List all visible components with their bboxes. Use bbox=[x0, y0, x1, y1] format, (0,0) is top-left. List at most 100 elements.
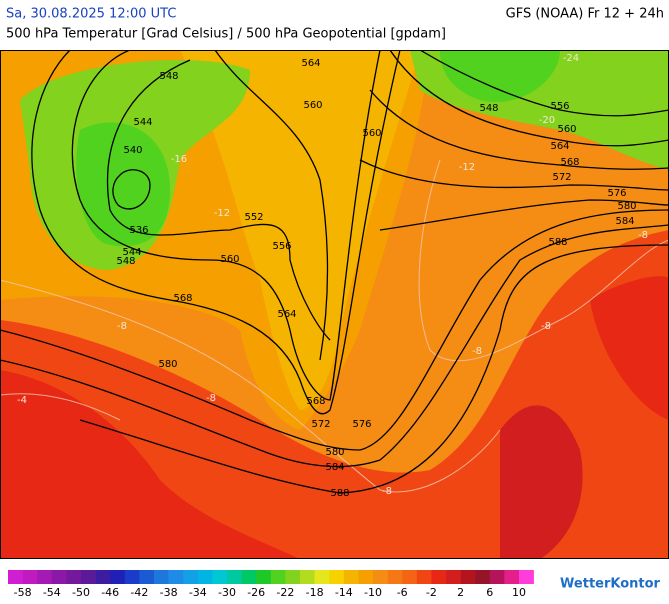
legend-swatch bbox=[124, 570, 140, 584]
geopotential-label: 564 bbox=[301, 58, 320, 69]
legend-swatch bbox=[183, 570, 199, 584]
warm-southeast bbox=[500, 405, 583, 559]
model: GFS (NOAA) Fr 12 + 24h bbox=[506, 7, 664, 22]
temperature-label: -8 bbox=[472, 346, 482, 357]
contour bbox=[0, 209, 669, 451]
legend-swatch bbox=[285, 570, 301, 584]
geopotential-label: 572 bbox=[552, 172, 571, 183]
legend-swatch bbox=[51, 570, 67, 584]
geopotential-label: 584 bbox=[325, 462, 344, 473]
legend-label: -38 bbox=[160, 586, 178, 599]
legend-swatch bbox=[504, 570, 520, 584]
legend-swatch bbox=[358, 570, 374, 584]
cold-core bbox=[76, 122, 170, 247]
temperature-label: -8 bbox=[117, 321, 127, 332]
geopotential-label: 568 bbox=[560, 157, 579, 168]
legend-swatch bbox=[154, 570, 169, 584]
geopotential-label: 580 bbox=[617, 201, 636, 212]
legend-swatch bbox=[95, 570, 111, 584]
contour bbox=[112, 169, 151, 210]
legend-swatch bbox=[197, 570, 213, 584]
contour bbox=[71, 50, 381, 401]
isotherm bbox=[418, 159, 669, 362]
legend-label: -18 bbox=[306, 586, 324, 599]
temperature-label: -12 bbox=[214, 208, 230, 219]
warm-east bbox=[590, 276, 669, 420]
contour bbox=[389, 50, 669, 147]
contour bbox=[214, 50, 329, 361]
geopotential-label: 584 bbox=[615, 216, 634, 227]
geopotential-label: 568 bbox=[306, 396, 325, 407]
legend-label: -58 bbox=[14, 586, 32, 599]
geopotential-label: 576 bbox=[607, 188, 626, 199]
legend-label: -54 bbox=[43, 586, 61, 599]
legend-swatch bbox=[8, 570, 23, 584]
legend-label: -10 bbox=[364, 586, 382, 599]
legend-label: -6 bbox=[397, 586, 408, 599]
geopotential-label: 580 bbox=[325, 447, 344, 458]
geopotential-label: 548 bbox=[159, 71, 178, 82]
legend-swatch bbox=[37, 570, 53, 584]
contour bbox=[419, 50, 669, 117]
contour bbox=[79, 244, 669, 494]
legend-swatch bbox=[168, 570, 184, 584]
geopotential-label: 540 bbox=[123, 145, 142, 156]
legend-swatch bbox=[139, 570, 155, 584]
date: Sa, 30.08.2025 12:00 UTC bbox=[6, 7, 176, 22]
legend-swatch bbox=[212, 570, 228, 584]
geopotential-label: 576 bbox=[352, 419, 371, 430]
geopotential-label: 556 bbox=[550, 101, 569, 112]
legend-swatch bbox=[475, 570, 491, 584]
legend-swatch bbox=[446, 570, 461, 584]
temperature-label: -16 bbox=[171, 154, 187, 165]
legend-swatch bbox=[402, 570, 418, 584]
contour bbox=[369, 89, 669, 170]
geopotential-label: 588 bbox=[330, 488, 349, 499]
geopotential-label: 564 bbox=[277, 309, 296, 320]
legend-swatch bbox=[460, 570, 476, 584]
legend-label: -26 bbox=[247, 586, 265, 599]
legend-swatch bbox=[300, 570, 315, 584]
legend-swatch bbox=[81, 570, 96, 584]
geopotential-label: 552 bbox=[244, 212, 263, 223]
legend-label: -22 bbox=[276, 586, 294, 599]
isotherm bbox=[0, 393, 121, 421]
cold-northeast-core bbox=[440, 50, 560, 102]
geopotential-label: 560 bbox=[303, 100, 322, 111]
geopotential-label: 560 bbox=[220, 254, 239, 265]
geopotential-label: 560 bbox=[557, 124, 576, 135]
trough-core bbox=[180, 50, 420, 410]
legend-swatch bbox=[373, 570, 388, 584]
temperature-label: -8 bbox=[638, 230, 648, 241]
legend-swatch bbox=[416, 570, 432, 584]
legend-label: -42 bbox=[130, 586, 148, 599]
legend: -58 -54 -50 -46 -42 -38 -34 -30 -26 -22 -18 -14 -10-… bbox=[8, 570, 534, 599]
temperature-label: -8 bbox=[541, 321, 551, 332]
legend-swatch bbox=[343, 570, 359, 584]
legend-label: -46 bbox=[101, 586, 119, 599]
legend-label: 2 bbox=[457, 586, 464, 599]
legend-label: -30 bbox=[218, 586, 236, 599]
geopotential-label: 568 bbox=[173, 293, 192, 304]
geopotential-label: 548 bbox=[479, 103, 498, 114]
contour bbox=[359, 159, 669, 191]
geopotential-label: 536 bbox=[129, 225, 148, 236]
legend-swatch bbox=[431, 570, 447, 584]
legend-label: -14 bbox=[335, 586, 353, 599]
temperature-label: -8 bbox=[206, 393, 216, 404]
contour bbox=[31, 50, 401, 415]
geopotential-label: 544 bbox=[133, 117, 152, 128]
temperature-label: -8 bbox=[382, 486, 392, 497]
subtitle: 500 hPa Temperatur [Grad Celsius] / 500 … bbox=[6, 27, 446, 42]
contour bbox=[106, 59, 331, 341]
legend-swatch bbox=[66, 570, 82, 584]
contour bbox=[379, 199, 669, 231]
legend-swatch bbox=[227, 570, 242, 584]
geopotential-label: 564 bbox=[550, 141, 569, 152]
legend-swatch bbox=[314, 570, 330, 584]
legend-swatch bbox=[22, 570, 38, 584]
legend-swatch bbox=[519, 570, 534, 584]
legend-swatch bbox=[241, 570, 257, 584]
legend-label: -50 bbox=[72, 586, 90, 599]
